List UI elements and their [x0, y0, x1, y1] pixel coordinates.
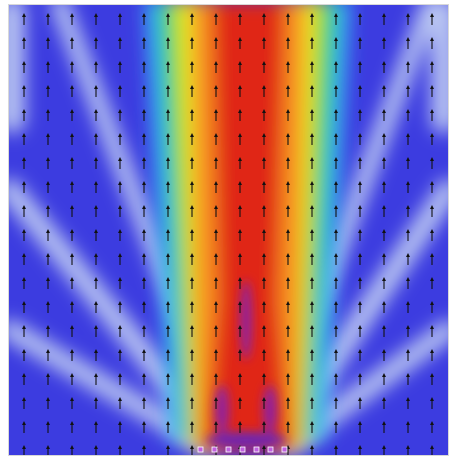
- vector-arrows: [9, 5, 448, 455]
- heatmap: [9, 0, 448, 455]
- field-visualization: [0, 0, 452, 459]
- page: (() => { const data = JSON.parse(documen…: [0, 0, 452, 459]
